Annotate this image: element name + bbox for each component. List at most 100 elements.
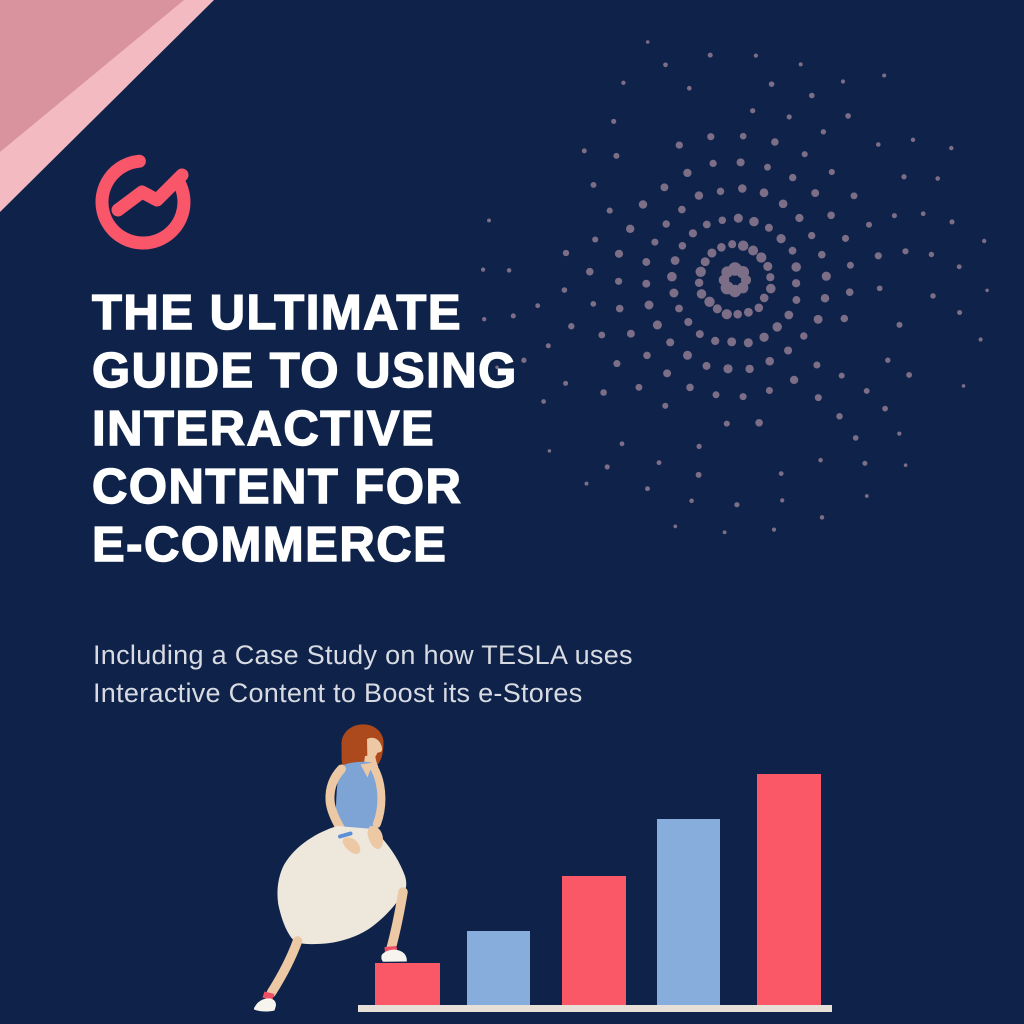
decoration-dot	[694, 278, 704, 288]
decoration-dot	[985, 288, 989, 293]
decoration-dot	[798, 62, 803, 67]
decoration-dot	[651, 238, 659, 246]
decoration-dot	[737, 240, 749, 251]
decoration-dot	[662, 220, 670, 228]
decoration-dot	[704, 296, 715, 307]
decoration-dot	[625, 224, 635, 234]
decoration-dot	[678, 242, 687, 250]
decoration-dot	[688, 229, 698, 238]
decoration-dot	[961, 384, 966, 388]
decoration-dot	[739, 132, 747, 140]
decoration-dot	[611, 118, 617, 124]
decoration-dot	[891, 213, 897, 219]
decoration-dot	[813, 361, 821, 369]
decoration-dot	[660, 183, 669, 192]
decoration-dot	[838, 372, 845, 379]
decoration-dot	[684, 317, 693, 327]
hair-fringe	[350, 725, 384, 743]
decoration-dot	[727, 337, 737, 347]
decoration-dot	[766, 283, 776, 294]
decoration-dot	[836, 413, 843, 420]
decoration-dot	[670, 256, 680, 265]
decoration-dot	[723, 364, 733, 374]
decoration-dot	[642, 279, 651, 288]
decoration-dot	[840, 314, 849, 323]
decoration-dot	[743, 307, 753, 317]
decoration-dot	[862, 460, 868, 466]
decoration-dot	[642, 258, 651, 266]
decoration-dot	[748, 245, 759, 256]
decoration-dot	[772, 322, 782, 332]
decoration-dot	[695, 471, 702, 478]
decoration-dot	[707, 248, 717, 258]
decoration-dot	[788, 246, 797, 255]
decoration-dot	[733, 309, 742, 319]
decoration-dot	[621, 80, 626, 85]
back-shoe	[253, 998, 276, 1012]
decoration-dot	[766, 273, 775, 282]
decoration-dot	[722, 530, 727, 535]
outgrow-logo-icon	[95, 154, 191, 250]
decoration-dot	[750, 108, 756, 114]
decoration-dot	[598, 331, 606, 339]
decoration-dot	[644, 300, 654, 310]
decoration-dot	[683, 168, 692, 178]
decoration-dot	[949, 219, 955, 225]
decoration-dot	[696, 289, 707, 299]
decoration-dot	[712, 304, 722, 314]
decoration-dot	[982, 238, 987, 244]
decoration-dot	[643, 351, 651, 360]
decoration-dot	[678, 205, 686, 214]
decoration-dot	[656, 460, 662, 466]
decoration-dot	[667, 271, 677, 282]
decoration-dot	[586, 267, 594, 276]
decoration-dot	[541, 399, 546, 404]
decoration-dot	[920, 211, 926, 217]
chart-bar	[562, 876, 626, 1008]
decoration-dot	[882, 73, 887, 78]
decoration-dot	[765, 356, 774, 366]
title-line: INTERACTIVE	[91, 401, 436, 456]
decoration-dot	[663, 369, 672, 378]
decoration-dot	[718, 216, 727, 225]
cover-title: THE ULTIMATE GUIDE TO USING INTERACTIVE …	[91, 284, 518, 574]
chart-bar	[757, 774, 821, 1008]
decoration-dot	[702, 361, 711, 370]
decoration-dot	[717, 243, 726, 252]
decoration-dot	[510, 313, 516, 319]
decoration-dot	[669, 288, 679, 298]
decoration-dot	[535, 303, 541, 309]
decoration-dot	[563, 380, 569, 386]
decoration-dot	[876, 142, 881, 147]
decoration-dot	[736, 158, 745, 167]
decoration-dot	[771, 527, 777, 532]
decoration-dot	[957, 309, 963, 316]
decoration-dot	[743, 338, 753, 348]
title-line: CONTENT FOR	[91, 459, 463, 514]
back-leg	[266, 936, 303, 998]
decoration-dot	[561, 287, 568, 293]
subtitle-line: Including a Case Study on how TESLA uses	[93, 640, 633, 670]
decoration-dot	[811, 189, 820, 198]
decoration-dot	[885, 357, 891, 363]
decoration-dot	[749, 216, 759, 227]
decoration-dot	[613, 152, 620, 159]
decoration-dot	[902, 248, 909, 255]
decoration-dot	[930, 293, 936, 299]
decoration-dot	[686, 85, 692, 91]
decoration-dot	[584, 481, 589, 486]
decoration-dot	[768, 81, 775, 87]
decoration-dot	[795, 213, 804, 223]
right-hand	[367, 826, 384, 849]
decoration-dot	[813, 314, 823, 324]
cover-subtitle: Including a Case Study on how TESLA uses…	[93, 637, 633, 712]
decoration-dot	[613, 360, 621, 368]
decoration-dot	[711, 336, 720, 346]
decoration-dot	[712, 391, 720, 399]
decoration-dot	[645, 40, 650, 44]
decoration-dot	[876, 285, 883, 292]
decoration-dot	[689, 498, 694, 504]
